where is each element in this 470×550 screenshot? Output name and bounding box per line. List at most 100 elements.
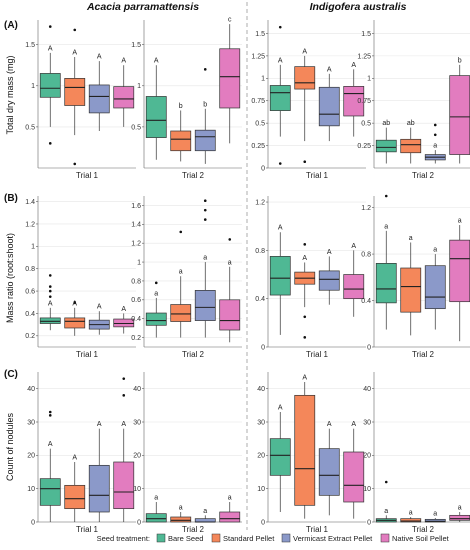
y-tick-label: 1.5 xyxy=(25,42,35,49)
significance-letter: A xyxy=(154,58,159,65)
box-body xyxy=(449,75,470,155)
outlier-point xyxy=(73,162,77,166)
y-tick-label: 1.5 xyxy=(361,31,371,38)
outlier-point xyxy=(48,142,52,145)
box-standard-pellet: A xyxy=(294,48,316,164)
significance-letter: a xyxy=(154,290,158,297)
ylabel-total-dry-mass: Total dry mass (mg) xyxy=(5,55,15,134)
outlier-point xyxy=(48,414,52,417)
significance-letter: b xyxy=(458,57,462,64)
box-body xyxy=(219,511,241,523)
y-tick-label: 1.4 xyxy=(25,199,35,206)
outlier-point xyxy=(433,133,437,137)
significance-letter: b xyxy=(203,101,207,108)
outlier-point xyxy=(303,160,307,164)
subplot-c-acacia-trial-2: 0 10 20 30 40 Trial 2 a a a a xyxy=(133,372,242,534)
box-body xyxy=(113,461,135,510)
box-standard-pellet: A xyxy=(294,375,316,519)
box-body xyxy=(424,518,446,523)
significance-letter: A xyxy=(327,249,332,256)
box-body xyxy=(449,514,470,521)
outlier-point xyxy=(48,410,52,414)
subplot-b-acacia-trial-2: 0.2 0.4 0.6 0.8 1 1.2 1.4 1.6 Trial 2 a a a a xyxy=(131,196,242,359)
y-tick-label: 0.5 xyxy=(361,121,371,128)
box-body xyxy=(269,438,291,476)
y-tick-label: 10 xyxy=(133,486,141,493)
x-trial-label: Trial 2 xyxy=(412,171,434,180)
legend-item-bare-seed: Bare Seed xyxy=(156,533,203,543)
significance-letter: A xyxy=(97,304,102,311)
box-body xyxy=(145,96,167,138)
outlier-point xyxy=(73,300,77,304)
species-title-indigofera: Indigofera australis xyxy=(310,1,407,13)
y-tick-label: 0.75 xyxy=(251,98,265,105)
legend-label-bare-seed: Bare Seed xyxy=(168,534,203,543)
y-tick-label: 1.4 xyxy=(131,222,141,229)
y-tick-label: 1 xyxy=(137,83,141,90)
significance-letter: A xyxy=(97,421,102,428)
legend-item-standard-pellet: Standard Pellet xyxy=(211,533,275,543)
box-vermicast-extract-pellet: b xyxy=(194,68,216,164)
significance-letter: a xyxy=(384,508,388,515)
significance-letter: A xyxy=(48,300,53,307)
box-body xyxy=(145,513,167,523)
y-tick-label: 40 xyxy=(257,386,265,393)
y-tick-label: 0.5 xyxy=(255,121,265,128)
y-tick-label: 1 xyxy=(137,259,141,266)
box-native-soil-pellet: A xyxy=(113,377,135,522)
y-tick-label: 10 xyxy=(363,486,371,493)
box-standard-pellet: a xyxy=(170,230,192,338)
x-trial-label: Trial 2 xyxy=(412,350,434,359)
box-standard-pellet: a xyxy=(400,510,422,523)
significance-letter: A xyxy=(72,300,77,307)
significance-letter: c xyxy=(228,17,232,24)
box-standard-pellet: a xyxy=(400,235,422,336)
box-body xyxy=(194,290,216,321)
y-tick-label: 0 xyxy=(261,344,265,351)
y-tick-label: 0 xyxy=(367,344,371,351)
legend-label-standard-pellet: Standard Pellet xyxy=(223,534,275,543)
box-body xyxy=(294,394,316,506)
legend: Seed treatment: Bare Seed Standard Pelle… xyxy=(97,533,450,543)
box-vermicast-extract-pellet: A xyxy=(318,66,340,142)
legend-label-vermicast-extract-pellet: Vermicast Extract Pellet xyxy=(293,534,373,543)
box-body xyxy=(343,451,365,503)
box-vermicast-extract-pellet: A xyxy=(88,54,110,131)
significance-letter: a xyxy=(203,255,207,262)
significance-letter: A xyxy=(278,57,283,64)
x-trial-label: Trial 2 xyxy=(182,525,204,534)
y-tick-label: 1.2 xyxy=(25,221,35,228)
box-body xyxy=(113,86,135,109)
box-bare-seed: a xyxy=(145,281,167,338)
y-tick-label: 40 xyxy=(27,386,35,393)
box-native-soil-pellet: A xyxy=(113,58,135,127)
significance-letter: A xyxy=(302,255,307,262)
box-body xyxy=(449,239,470,303)
subplot-a-indigofera-trial-1: 0 0.25 0.5 0.75 1 1.25 1.5 Trial 1 A A A A xyxy=(251,20,366,180)
significance-letter: a xyxy=(409,510,413,517)
box-body xyxy=(219,48,241,109)
y-tick-label: 10 xyxy=(27,486,35,493)
x-trial-label: Trial 2 xyxy=(182,350,204,359)
box-native-soil-pellet: A xyxy=(113,306,135,334)
y-tick-label: 1.2 xyxy=(131,241,141,248)
significance-letter: A xyxy=(121,421,126,428)
significance-letter: A xyxy=(48,45,53,52)
significance-letter: A xyxy=(72,50,77,57)
significance-letter: ab xyxy=(407,120,415,127)
y-tick-label: 1.2 xyxy=(255,199,265,206)
significance-letter: a xyxy=(384,223,388,230)
box-vermicast-extract-pellet: a xyxy=(424,247,446,330)
box-native-soil-pellet: a xyxy=(449,218,470,342)
y-tick-label: 0 xyxy=(367,519,371,526)
outlier-point xyxy=(278,25,282,29)
significance-letter: a xyxy=(228,495,232,502)
y-tick-label: 0.4 xyxy=(25,311,35,318)
box-native-soil-pellet: c xyxy=(219,17,241,144)
box-body xyxy=(424,265,446,310)
outlier-point xyxy=(384,480,388,484)
outlier-point xyxy=(48,285,52,288)
box-native-soil-pellet: A xyxy=(343,421,365,519)
box-body xyxy=(318,86,340,127)
